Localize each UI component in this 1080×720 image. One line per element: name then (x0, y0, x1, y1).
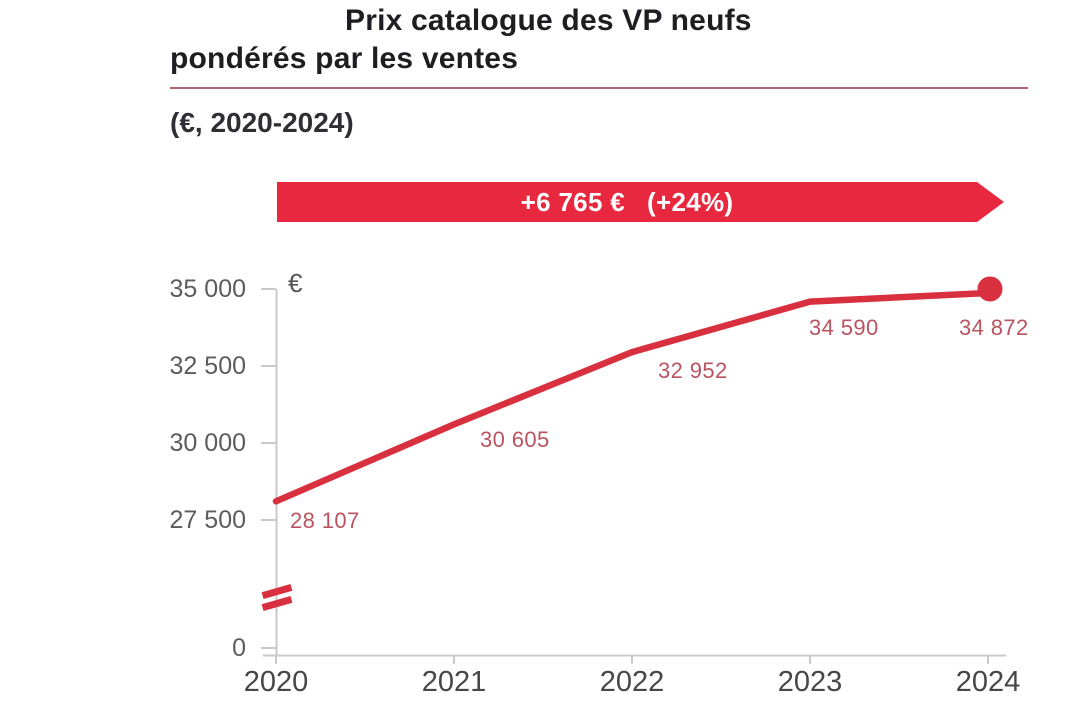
data-label-2024: 34 872 (959, 314, 1029, 340)
y-tick-label-35000: 35 000 (169, 275, 246, 303)
increase-banner: +6 765 € (+24%) (277, 182, 977, 222)
x-tick-label-2024: 2024 (955, 666, 1021, 698)
data-label-2022: 32 952 (658, 358, 728, 384)
data-label-2021: 30 605 (480, 427, 550, 453)
y-tick-label-27500: 27 500 (169, 506, 246, 534)
data-label-2023: 34 590 (809, 314, 879, 340)
chart-title-line2: pondérés par les ventes (170, 42, 519, 75)
y-axis-unit-label: € (288, 268, 303, 298)
y-tick-label-30000: 30 000 (169, 429, 246, 457)
x-tick-label-2023: 2023 (777, 666, 843, 698)
axis-break-bar (261, 596, 293, 611)
y-tick-label-0: 0 (232, 634, 246, 662)
increase-percent-label: (+24%) (647, 186, 734, 217)
y-tick-label-32500: 32 500 (169, 352, 246, 380)
chart-subtitle: (€, 2020-2024) (170, 107, 354, 138)
end-point-marker (977, 276, 1003, 302)
price-line (272, 289, 992, 505)
axis-break-bar (261, 584, 293, 599)
banner-arrow-tip-icon (977, 182, 1004, 222)
x-tick-label-2022: 2022 (599, 666, 665, 698)
x-tick-label-2020: 2020 (243, 666, 309, 698)
title-underline (170, 87, 1028, 89)
x-tick-label-2021: 2021 (421, 666, 487, 698)
increase-amount-label: +6 765 € (520, 186, 625, 217)
chart-title-line1: Prix catalogue des VP neufs (345, 4, 752, 37)
data-label-2020: 28 107 (290, 508, 360, 534)
